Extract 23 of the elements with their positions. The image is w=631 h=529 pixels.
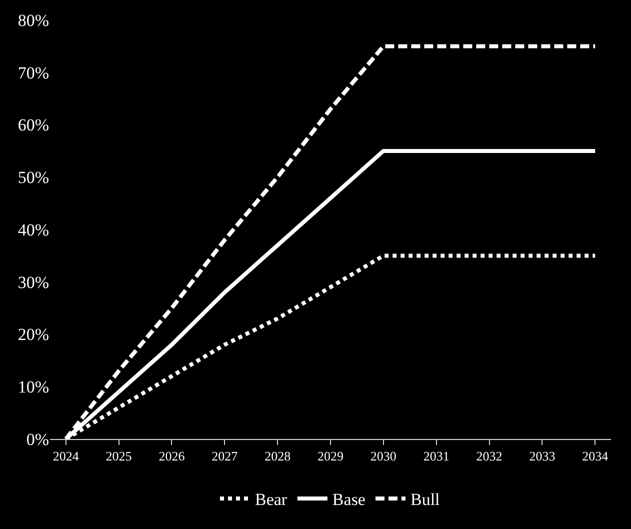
y-tick-label: 10% <box>18 378 49 397</box>
y-tick-label: 60% <box>18 116 49 135</box>
y-tick-label: 70% <box>18 63 49 82</box>
legend-label: Base <box>332 490 366 510</box>
y-tick-label: 0% <box>26 430 49 449</box>
legend-label: Bear <box>255 490 288 510</box>
x-tick-label: 2032 <box>476 448 502 464</box>
x-tick-label: 2029 <box>318 448 344 464</box>
x-tick-label: 2025 <box>106 448 132 464</box>
y-tick-label: 20% <box>18 325 49 344</box>
x-tick-label: 2033 <box>529 448 556 464</box>
x-tick-label: 2024 <box>52 448 80 464</box>
legend-label: Bull <box>410 490 440 510</box>
x-tick-label: 2026 <box>158 448 186 464</box>
x-tick-label: 2034 <box>582 448 609 464</box>
y-tick-label: 50% <box>18 168 49 188</box>
y-tick-label: 30% <box>18 272 49 292</box>
y-tick-label: 80% <box>18 10 49 30</box>
x-tick-label: 2031 <box>423 448 450 464</box>
x-tick-label: 2028 <box>264 448 291 464</box>
y-tick-label: 40% <box>18 220 49 240</box>
x-tick-label: 2030 <box>370 448 396 464</box>
x-tick-label: 2027 <box>212 448 238 464</box>
